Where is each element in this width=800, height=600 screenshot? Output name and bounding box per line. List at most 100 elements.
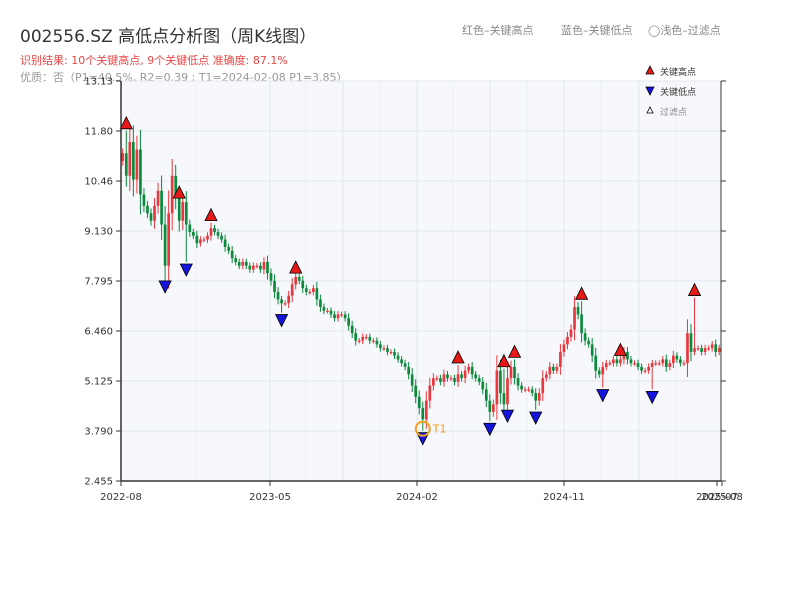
candle-body xyxy=(703,348,707,352)
candle-body xyxy=(590,344,594,356)
candle-body xyxy=(629,359,633,364)
candle-body xyxy=(640,366,643,371)
legend-low-icon xyxy=(645,86,655,96)
candle-body xyxy=(541,378,545,394)
candle-body xyxy=(477,378,481,382)
candle-body xyxy=(135,149,139,180)
candle-body xyxy=(643,370,647,372)
key-high-marker xyxy=(574,286,589,300)
candle-body xyxy=(312,288,315,292)
candle-body xyxy=(442,374,446,382)
candle-body xyxy=(389,351,393,354)
candle-body xyxy=(506,378,509,405)
candle-body xyxy=(121,153,125,161)
candle-body xyxy=(516,378,520,386)
candle-body xyxy=(375,340,379,345)
candle-body xyxy=(428,385,432,401)
key-low-marker xyxy=(596,389,610,403)
candle-body xyxy=(237,261,241,266)
candle-body xyxy=(262,261,266,270)
candle-body xyxy=(484,389,488,401)
candle-body xyxy=(696,348,700,350)
candle-body xyxy=(181,202,185,221)
candle-body xyxy=(354,333,358,341)
candle-body xyxy=(213,228,216,233)
candle-body xyxy=(146,205,149,214)
candle-body xyxy=(502,393,506,405)
legend-high-label: 关键高点 xyxy=(660,66,696,78)
candle-body xyxy=(562,344,566,352)
candle-body xyxy=(386,348,389,352)
candle-body xyxy=(393,351,396,356)
candle-body xyxy=(710,344,714,349)
candle-body xyxy=(544,374,548,379)
note-filtered: ◯浅色–过滤点 xyxy=(648,24,721,37)
y-tick-label: 13.13 xyxy=(84,77,113,88)
candle-body xyxy=(160,190,163,225)
key-high-marker xyxy=(172,185,186,199)
candle-body xyxy=(633,363,636,365)
candle-body xyxy=(417,396,421,409)
candle-body xyxy=(657,363,661,365)
candle-body xyxy=(446,374,449,379)
key-high-marker xyxy=(507,344,522,358)
candle-body xyxy=(202,239,206,241)
t1-ring xyxy=(414,420,431,437)
candle-body xyxy=(481,381,485,390)
x-tick-label: 2024-11 xyxy=(543,492,585,503)
legend-high-icon xyxy=(645,65,655,75)
candle-body xyxy=(308,291,312,294)
candle-body xyxy=(220,235,223,240)
candle-body xyxy=(184,202,188,225)
y-tick-label: 3.790 xyxy=(84,427,113,438)
candle-body xyxy=(329,310,333,315)
candle-body xyxy=(364,336,368,339)
candle-body xyxy=(530,389,534,394)
candle-body xyxy=(139,149,142,195)
candle-body xyxy=(287,295,290,304)
x-tick-label: 2025-08 xyxy=(701,492,743,503)
key-low-marker xyxy=(158,280,172,294)
candle-body xyxy=(566,336,569,345)
candle-body xyxy=(304,288,308,292)
candle-body xyxy=(523,389,527,391)
candle-body xyxy=(569,329,573,337)
candle-body xyxy=(435,378,439,380)
candle-body xyxy=(170,175,174,214)
candle-body xyxy=(612,359,615,364)
candle-body xyxy=(192,232,195,236)
candle-body xyxy=(463,370,467,379)
key-low-marker xyxy=(529,411,543,425)
candle-body xyxy=(449,378,453,380)
axes: 2.455 3.790 5.125 6.460 7.795 9.130 10.46 11.80… xyxy=(84,77,743,504)
key-low-marker xyxy=(500,409,515,424)
candle-body xyxy=(396,355,400,360)
candle-body xyxy=(153,205,156,221)
candle-body xyxy=(368,336,372,341)
note-red-high: 红色–关键高点 xyxy=(462,24,534,37)
candle-body xyxy=(301,280,305,289)
candle-body xyxy=(315,288,319,300)
y-tick-label: 10.46 xyxy=(84,177,113,188)
key-low-marker xyxy=(274,314,289,328)
candle-body xyxy=(382,348,386,350)
candle-body xyxy=(230,250,234,259)
candle-body xyxy=(297,276,301,281)
y-tick-label: 6.460 xyxy=(84,327,113,338)
candle-body xyxy=(326,310,329,312)
candle-body xyxy=(686,333,689,364)
x-tick-label: 2024-02 xyxy=(396,492,438,503)
candle-body xyxy=(227,246,230,251)
candle-body xyxy=(421,408,425,420)
candle-body xyxy=(432,378,435,386)
x-tick-label: 2022-08 xyxy=(100,492,142,503)
key-high-marker xyxy=(204,207,218,222)
candle-body xyxy=(650,363,654,367)
candle-body xyxy=(460,374,463,379)
key-low-marker xyxy=(179,263,193,277)
candle-body xyxy=(259,265,262,270)
candle-body xyxy=(347,318,350,326)
candle-body xyxy=(661,359,665,364)
candle-body xyxy=(714,344,718,352)
candle-body xyxy=(693,348,696,352)
